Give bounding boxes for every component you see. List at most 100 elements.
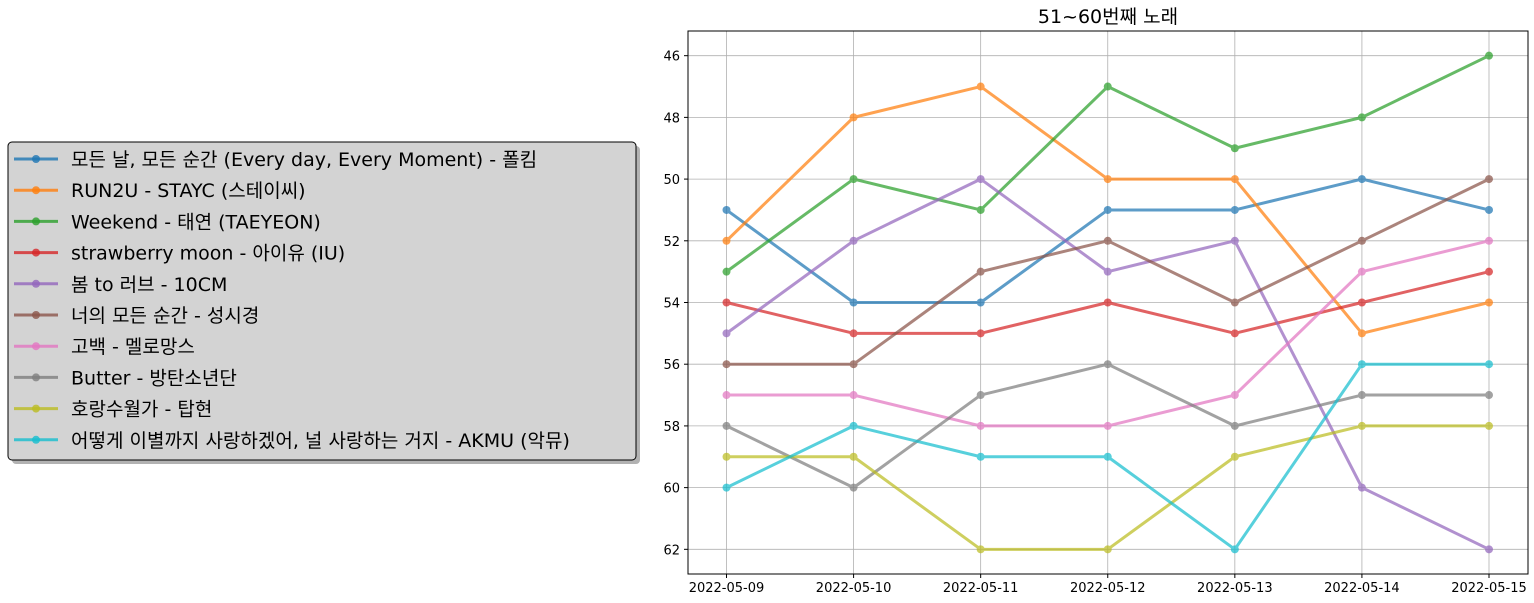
data-point [849,421,858,430]
y-tick-label: 48 [663,111,680,126]
legend-label: 고백 - 멜로망스 [71,336,195,358]
series-5 [722,175,1493,554]
data-point [1357,360,1366,369]
legend-entry: RUN2U - STAYC (스테이씨) [14,180,306,202]
data-point [1103,360,1112,369]
data-point [1230,205,1239,214]
data-point [722,391,731,400]
data-point [722,421,731,430]
data-point [976,329,985,338]
legend-entry: strawberry moon - 아이유 (IU) [14,243,345,265]
data-point [722,329,731,338]
legend-entry: Butter - 방탄소년단 [14,367,237,389]
data-point [1485,236,1493,245]
data-point [976,545,985,554]
data-point [1485,298,1493,307]
data-point [1485,391,1493,400]
data-point [976,267,985,276]
axes: 2022-05-09 2022-05-10 2022-05-11 2022-05-12… [663,50,1526,596]
series-9 [722,421,1493,554]
legend-swatch-marker [32,435,40,444]
x-tick-label: 2022-05-10 [816,581,892,596]
data-point [722,205,731,214]
data-point [1485,360,1493,369]
data-point [849,298,858,307]
data-point [1485,421,1493,430]
data-point [1230,391,1239,400]
data-point [849,175,858,184]
data-point [1230,452,1239,461]
series-6 [722,175,1493,369]
x-tick-label: 2022-05-15 [1451,581,1527,596]
data-point [1103,236,1112,245]
data-point [849,236,858,245]
legend-entry: 너의 모든 순간 - 성시경 [14,305,259,327]
y-tick-label: 54 [663,297,680,312]
data-point [1230,329,1239,338]
data-point [849,360,858,369]
x-tick-label: 2022-05-11 [943,581,1019,596]
data-point [1357,175,1366,184]
legend-entry: 고백 - 멜로망스 [14,336,195,358]
data-point [1103,267,1112,276]
legend-entry: 어떻게 이별까지 사랑하겠어, 널 사랑하는 거지 - AKMU (악뮤) [14,430,570,452]
legend-label: Weekend - 태연 (TAEYEON) [71,211,321,233]
legend-swatch-marker [32,279,40,288]
data-point [1230,421,1239,430]
legend-swatch-marker [32,373,40,382]
data-point [1357,483,1366,492]
data-point [1230,144,1239,153]
x-tick-label: 2022-05-12 [1070,581,1146,596]
data-point [722,452,731,461]
legend-entry: 봄 to 러브 - 10CM [14,274,227,296]
legend: 모든 날, 모든 순간 (Every day, Every Moment) - … [7,141,640,464]
data-point [1357,329,1366,338]
x-tick-label: 2022-05-13 [1197,581,1273,596]
plot-area: 2022-05-09 2022-05-10 2022-05-11 2022-05-12… [663,30,1529,596]
data-point [1485,267,1493,276]
data-point [722,483,731,492]
data-point [1103,82,1112,91]
data-point [722,360,731,369]
data-point [1485,51,1493,60]
legend-box [7,141,637,461]
series-10 [722,360,1493,554]
data-point [1103,205,1112,214]
series-2 [722,82,1493,338]
series-1 [722,175,1493,307]
legend-swatch-marker [32,217,40,226]
data-point [1357,421,1366,430]
legend-swatch-marker [32,404,40,413]
data-point [1230,545,1239,554]
data-point [849,391,858,400]
data-point [1230,298,1239,307]
legend-label: 봄 to 러브 - 10CM [71,274,227,296]
legend-entry: Weekend - 태연 (TAEYEON) [14,211,321,233]
data-point [1230,236,1239,245]
y-tick-label: 58 [663,420,680,435]
legend-swatch-marker [32,342,40,351]
legend-swatch-marker [32,248,40,257]
legend-swatch-marker [32,311,40,319]
series-4 [722,267,1493,338]
y-tick-label: 62 [663,543,680,558]
data-point [849,483,858,492]
data-point [1357,236,1366,245]
y-tick-label: 46 [663,50,680,65]
series-7 [722,236,1493,430]
data-point [1357,267,1366,276]
series-3 [722,51,1493,276]
data-point [976,421,985,430]
legend-label: Butter - 방탄소년단 [71,367,237,389]
data-point [1485,205,1493,214]
y-tick-label: 52 [663,235,680,250]
data-point [1230,175,1239,184]
legend-swatch-marker [32,155,40,163]
y-tick-label: 60 [663,482,680,497]
legend-label: RUN2U - STAYC (스테이씨) [71,180,306,202]
data-point [849,113,858,122]
legend-label: strawberry moon - 아이유 (IU) [71,243,345,265]
y-tick-label: 56 [663,358,680,373]
x-tick-label: 2022-05-09 [689,581,765,596]
